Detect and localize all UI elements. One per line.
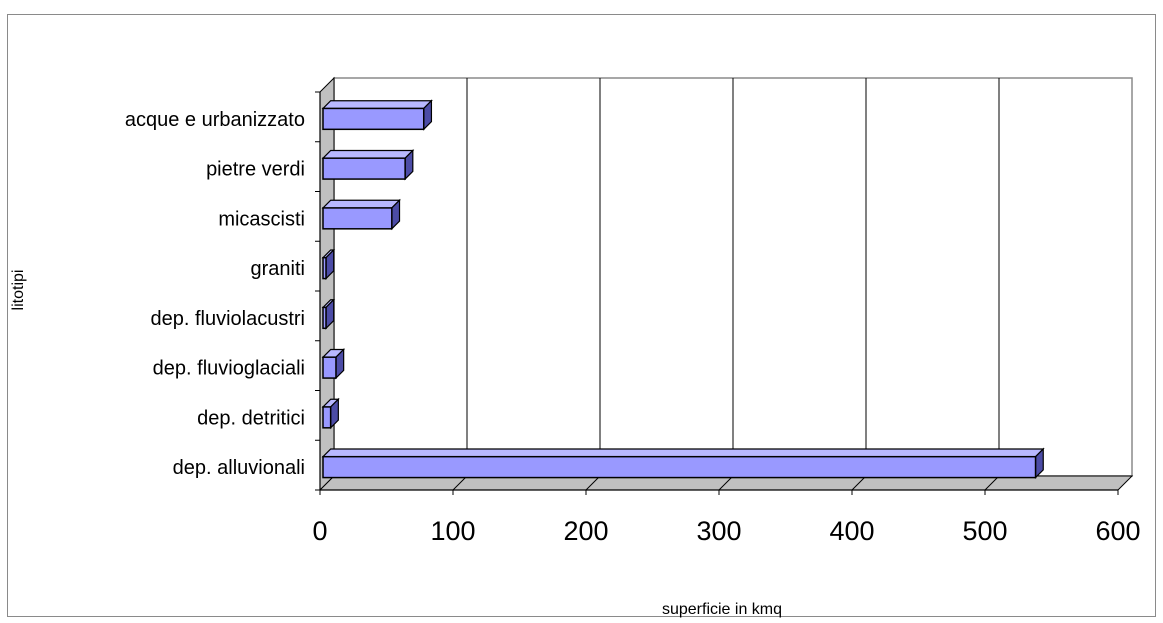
category-label-dep-fluvioglaciali: dep. fluvioglaciali — [153, 358, 305, 380]
y-axis-title: litotipi — [10, 270, 27, 311]
category-label-acque-e-urbanizzato: acque e urbanizzato — [125, 109, 305, 131]
floor-gridline-400 — [851, 475, 867, 491]
floor-gridline-200 — [585, 475, 601, 491]
category-labels: acque e urbanizzato pietre verdi micascist… — [125, 109, 305, 479]
category-label-dep-fluviolacustri: dep. fluviolacustri — [150, 308, 305, 330]
bar-top-dep-alluvionali — [321, 448, 1045, 458]
x-tick-labels: 0 100 200 300 400 500 600 — [312, 516, 1140, 546]
x-tick-label-200: 200 — [563, 516, 608, 546]
category-label-pietre-verdi: pietre verdi — [206, 159, 305, 181]
bar-top-acque-e-urbanizzato — [321, 100, 433, 110]
bar-dep-fluvioglaciali — [321, 348, 346, 380]
bar-front-dep-fluvioglaciali — [322, 356, 337, 379]
bars-group — [321, 99, 1045, 480]
bar-dep-alluvionali — [321, 447, 1045, 480]
floor-gridline-500 — [984, 475, 1000, 491]
floor-gridline-300 — [718, 475, 734, 491]
bar-front-graniti — [322, 256, 327, 280]
bar-top-micascisti — [321, 199, 401, 209]
bar-front-dep-fluviolacustri — [322, 306, 327, 330]
category-label-micascisti: micascisti — [218, 208, 305, 230]
bar-front-acque-e-urbanizzato — [322, 107, 425, 131]
bar-dep-detritici — [321, 397, 340, 430]
x-tick-label-600: 600 — [1095, 516, 1140, 546]
bar-graniti — [321, 248, 336, 281]
bar-micascisti — [321, 198, 401, 231]
x-tick-label-0: 0 — [312, 516, 327, 546]
bar-pietre-verdi — [321, 149, 415, 181]
category-label-graniti: graniti — [251, 258, 305, 280]
x-tick-label-400: 400 — [829, 516, 874, 546]
bar-front-dep-detritici — [322, 406, 332, 429]
bar-acque-e-urbanizzato — [321, 99, 433, 131]
bar-front-pietre-verdi — [322, 157, 406, 180]
floor-gridline-100 — [452, 475, 468, 491]
bar-dep-fluviolacustri — [321, 298, 336, 330]
chart-walls — [318, 76, 1134, 492]
bar-top-pietre-verdi — [321, 149, 415, 159]
category-label-dep-alluvionali: dep. alluvionali — [173, 457, 305, 479]
category-label-dep-detritici: dep. detritici — [197, 407, 305, 429]
x-tick-label-300: 300 — [696, 516, 741, 546]
bar-front-micascisti — [322, 207, 393, 230]
x-tick-label-100: 100 — [430, 516, 475, 546]
axes — [315, 91, 1119, 495]
gridlines — [452, 78, 1000, 491]
x-tick-label-500: 500 — [962, 516, 1007, 546]
bar-front-dep-alluvionali — [322, 455, 1037, 479]
x-axis-title: superficie in kmq — [662, 601, 782, 618]
